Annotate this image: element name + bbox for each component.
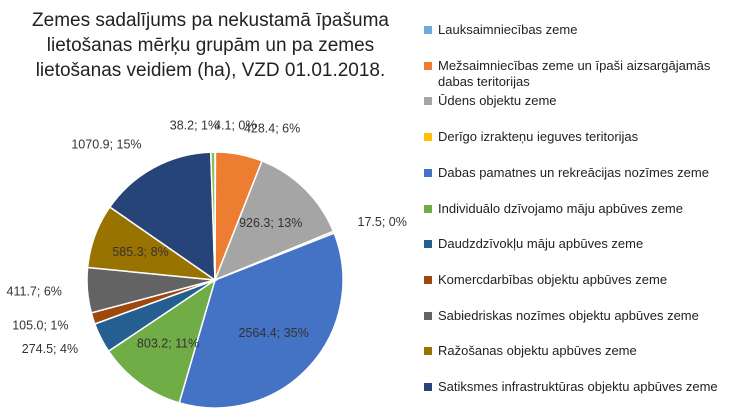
data-label: 585.3; 8%: [112, 245, 168, 259]
legend-swatch: [424, 26, 432, 34]
legend-swatch: [424, 240, 432, 249]
data-label: 17.5; 0%: [358, 215, 407, 229]
legend-swatch: [424, 204, 432, 213]
legend-item: Derīgo izrakteņu ieguves teritorijas: [420, 129, 720, 145]
legend-label: Dabas pamatnes un rekreācijas nozīmes ze…: [438, 164, 709, 180]
legend-label: Mežsaimniecības zeme un īpaši aizsargāja…: [438, 57, 711, 89]
legend-item: Dabas pamatnes un rekreācijas nozīmes ze…: [420, 165, 720, 181]
legend-swatch: [424, 97, 432, 106]
legend-label: Individuālo dzīvojamo māju apbūves zeme: [438, 200, 683, 216]
data-label: 803.2; 11%: [137, 336, 199, 350]
legend-item: Daudzdzīvokļu māju apbūves zeme: [420, 236, 720, 252]
legend: Lauksaimniecības zeme Mežsaimniecības zem…: [420, 0, 740, 412]
data-label: 38.2; 1%: [170, 119, 219, 133]
legend-item: Mežsaimniecības zeme un īpaši aizsargāja…: [420, 58, 720, 90]
data-label: 274.5; 4%: [22, 342, 78, 356]
legend-swatch: [424, 311, 432, 320]
data-label: 2564.4; 35%: [239, 326, 309, 340]
legend-label: Ražošanas objektu apbūves zeme: [438, 343, 637, 359]
legend-swatch: [424, 383, 432, 391]
data-label: 1070.9; 15%: [71, 137, 141, 151]
legend-item: Ražošanas objektu apbūves zeme: [420, 343, 720, 359]
legend-item: Lauksaimniecības zeme: [420, 22, 720, 38]
legend-label: Daudzdzīvokļu māju apbūves zeme: [438, 236, 644, 252]
pie-slice: [178, 232, 344, 409]
data-label: 105.0; 1%: [12, 318, 68, 332]
legend-label: Satiksmes infrastruktūras objektu apbūve…: [438, 379, 718, 394]
legend-swatch: [424, 347, 432, 356]
data-label: 428.4; 6%: [244, 121, 300, 135]
legend-item: Komercdarbības objektu apbūves zeme: [420, 272, 720, 288]
pie-slice: [213, 159, 335, 282]
chart-title: Zemes sadalījums pa nekustamā īpašuma li…: [32, 10, 389, 81]
pie-slice: [108, 151, 216, 282]
legend-swatch: [424, 168, 432, 177]
pie-slice: [107, 278, 217, 404]
pie-slice: [209, 151, 216, 281]
legend-swatch: [424, 133, 432, 142]
legend-item: Individuālo dzīvojamo māju apbūves zeme: [420, 201, 720, 217]
data-label: 926.3; 13%: [239, 216, 302, 230]
legend-label: Lauksaimniecības zeme: [438, 22, 578, 37]
data-label: 4.1; 0%: [214, 119, 256, 133]
legend-item: Ūdens objektu zeme: [420, 93, 720, 109]
legend-label: Komercdarbības objektu apbūves zeme: [438, 271, 668, 287]
legend-item: Satiksmes infrastruktūras objektu apbūve…: [420, 379, 720, 395]
legend-label: Derīgo izrakteņu ieguves teritorijas: [438, 129, 639, 145]
legend-label: Ūdens objektu zeme: [438, 93, 557, 109]
legend-swatch: [424, 61, 432, 70]
data-label: 411.7; 6%: [7, 285, 62, 299]
legend-swatch: [424, 275, 432, 284]
chart: 4.1; 0%428.4; 6% 926.3; 13% 17.5; 0% 2564.4…: [7, 119, 407, 409]
legend-label: Sabiedriskas nozīmes objektu apbūves zem…: [438, 307, 699, 323]
legend-item: Sabiedriskas nozīmes objektu apbūves zem…: [420, 308, 720, 324]
